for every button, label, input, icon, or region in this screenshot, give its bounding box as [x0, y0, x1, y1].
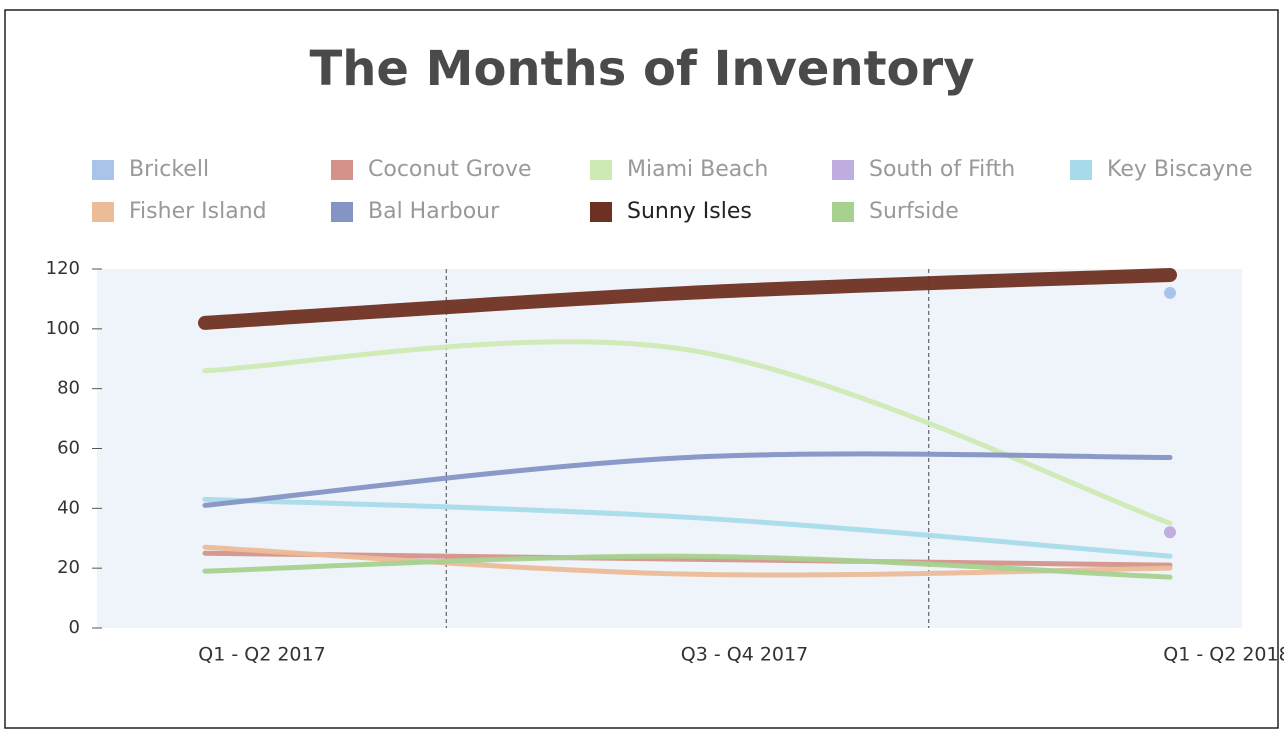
legend-label: Sunny Isles [627, 199, 752, 224]
legend-swatch [1070, 160, 1092, 180]
series-line [202, 496, 1173, 559]
legend-swatch [331, 160, 353, 180]
legend-swatch [590, 202, 612, 222]
legend-label: Surfside [869, 199, 959, 224]
legend-swatch [832, 202, 854, 222]
series-line [198, 267, 1177, 330]
data-point [1164, 286, 1176, 299]
legend-swatch [590, 160, 612, 180]
data-point [1164, 526, 1176, 539]
y-tick-label: 80 [57, 378, 80, 399]
x-tick-label: Q1 - Q2 2018 [1163, 644, 1284, 666]
legend-label: Key Biscayne [1107, 157, 1253, 182]
y-tick-label: 20 [57, 557, 80, 578]
y-tick-label: 60 [57, 438, 80, 459]
legend-label: Coconut Grove [368, 157, 532, 182]
series-line [202, 339, 1173, 526]
legend-label: Brickell [129, 157, 209, 182]
chart-title: The Months of Inventory [310, 41, 975, 97]
y-tick-label: 120 [46, 258, 80, 279]
legend-label: South of Fifth [869, 157, 1015, 182]
legend-label: Miami Beach [627, 157, 768, 182]
series-line [202, 451, 1173, 508]
y-tick-label: 0 [69, 617, 80, 638]
legend-label: Fisher Island [129, 199, 267, 224]
x-tick-label: Q1 - Q2 2017 [198, 644, 325, 666]
legend-swatch [92, 160, 114, 180]
legend-swatch [331, 202, 353, 222]
x-tick-label: Q3 - Q4 2017 [681, 644, 808, 666]
legend-swatch [832, 160, 854, 180]
y-tick-label: 40 [57, 497, 80, 518]
series-line [202, 553, 1173, 580]
legend-swatch [92, 202, 114, 222]
legend-label: Bal Harbour [368, 199, 500, 224]
y-tick-label: 100 [46, 318, 80, 339]
